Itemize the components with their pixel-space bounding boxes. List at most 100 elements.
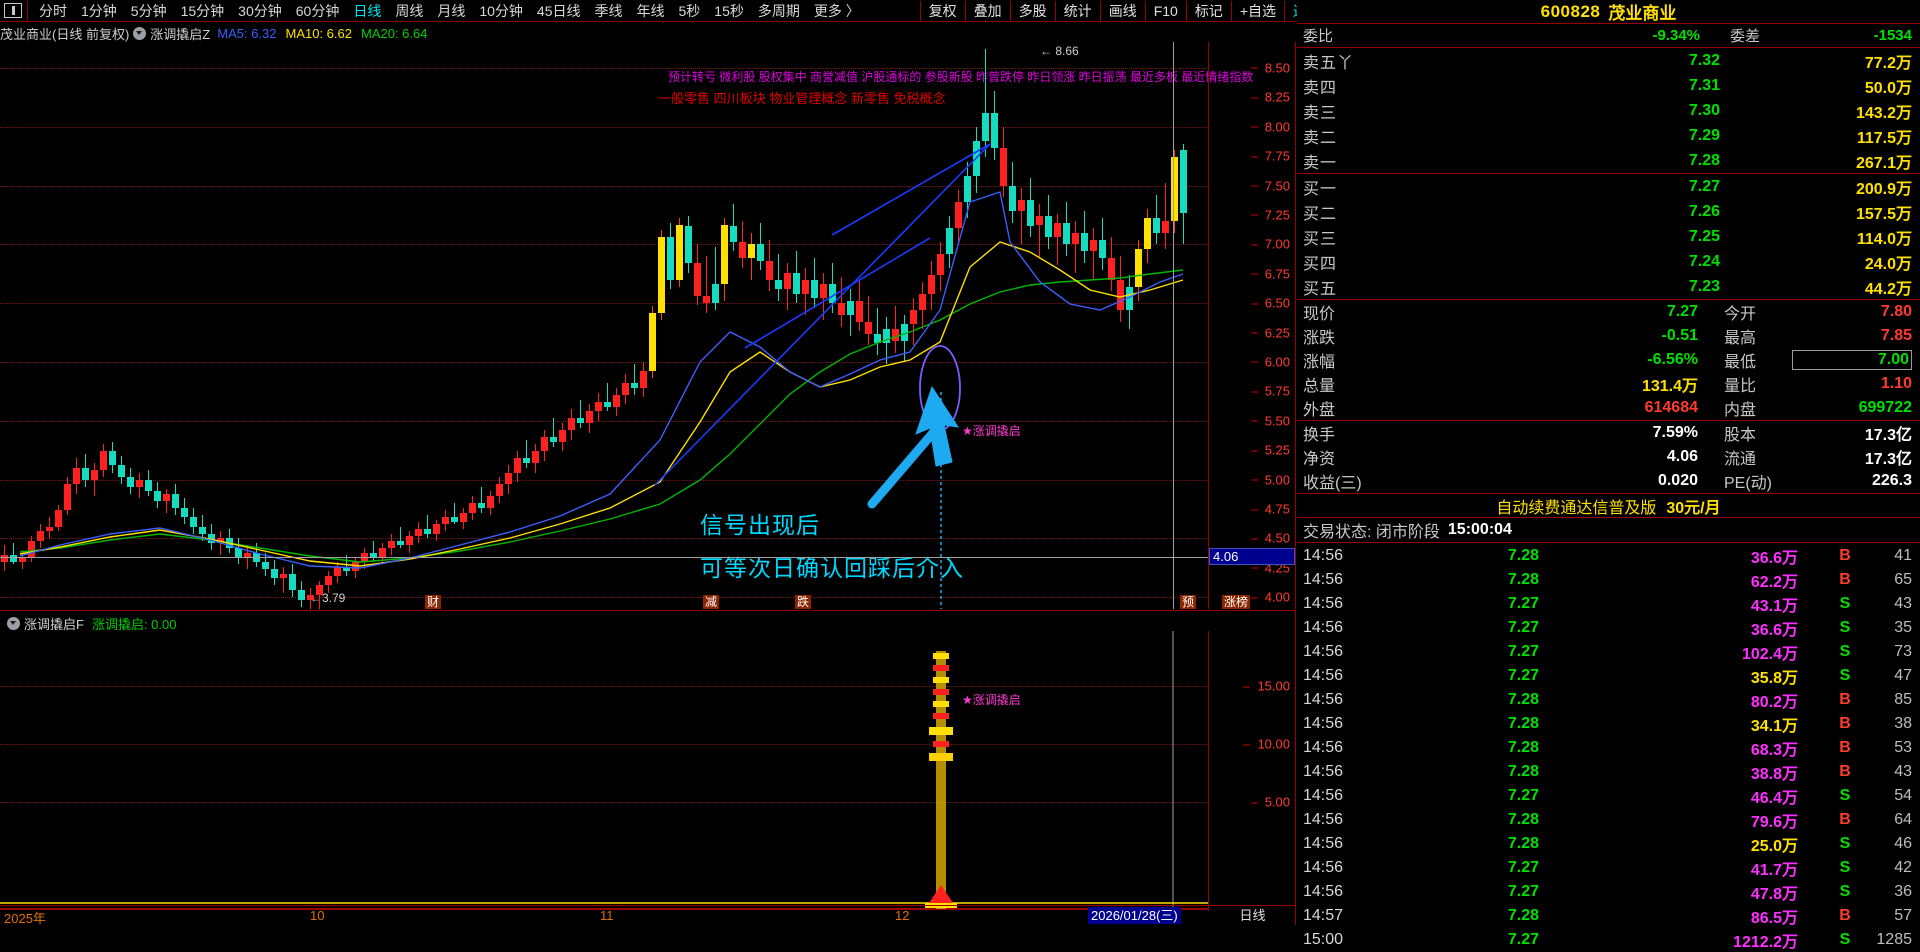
stock-name: 茂业商业	[1608, 4, 1677, 23]
toolbar-button-2[interactable]: 多股	[1011, 0, 1056, 22]
chart-indicator-name[interactable]: 涨调撬启Z	[150, 26, 211, 42]
period-tab-15[interactable]: 多周期	[757, 2, 800, 19]
panel-icon[interactable]	[4, 3, 22, 18]
period-tab-2[interactable]: 5分钟	[130, 2, 167, 19]
bid-row[interactable]: 买三 7.25 114.0万	[1297, 224, 1920, 249]
candle	[693, 244, 701, 306]
price-tick-16: 4.50	[1250, 531, 1290, 546]
toolbar-button-0[interactable]: 复权	[919, 0, 966, 22]
tick-row[interactable]: 14:56 7.27 46.4万 S 54	[1297, 784, 1920, 808]
level-volume: 77.2万	[1864, 54, 1912, 72]
candle	[972, 126, 980, 193]
period-tab-6[interactable]: 日线	[353, 2, 382, 19]
toolbar-button-4[interactable]: 画线	[1101, 0, 1146, 22]
tick-side: S	[1839, 643, 1851, 660]
toolbar-button-3[interactable]: 统计	[1056, 0, 1101, 22]
tick-row[interactable]: 14:56 7.28 25.0万 S 46	[1297, 832, 1920, 856]
ask-row[interactable]: 卖五丫 7.32 77.2万	[1297, 48, 1920, 73]
event-mark-3[interactable]: 预	[1180, 595, 1197, 609]
ask-row[interactable]: 卖四 7.31 50.0万	[1297, 73, 1920, 98]
period-tab-1[interactable]: 1分钟	[81, 2, 117, 19]
tick-row[interactable]: 14:56 7.27 41.7万 S 42	[1297, 856, 1920, 880]
candle	[1107, 237, 1115, 292]
candle	[99, 444, 107, 478]
period-tab-10[interactable]: 45日线	[536, 2, 581, 19]
candle	[819, 272, 827, 320]
bid-row[interactable]: 买四 7.24 24.0万	[1297, 249, 1920, 274]
indicator-sub-panel[interactable]: 涨调撬启F 涨调撬启: 0.00	[0, 610, 1296, 911]
period-tab-8[interactable]: 月线	[437, 2, 466, 19]
price-tick-14: 5.00	[1250, 472, 1290, 487]
toolbar-button-1[interactable]: 叠加	[966, 0, 1011, 22]
period-tab-12[interactable]: 年线	[636, 2, 665, 19]
price-chart-panel[interactable]: 一般零售 四川板块 物业管理概念 新零售 免税概念 预计转亏 微利股 股权集中 …	[0, 42, 1296, 609]
candle	[1116, 256, 1124, 322]
candle	[711, 246, 719, 311]
ask-row[interactable]: 卖三 7.30 143.2万	[1297, 98, 1920, 123]
period-tab-13[interactable]: 5秒	[678, 2, 701, 19]
period-tab-7[interactable]: 周线	[395, 2, 424, 19]
ask-row[interactable]: 卖二 7.29 117.5万	[1297, 123, 1920, 148]
tick-volume: 1212.2万	[1733, 934, 1798, 951]
promo-banner[interactable]: 自动续费通达信普及版 30元/月	[1297, 493, 1920, 518]
candle	[747, 232, 755, 280]
date-tick-3: 12	[895, 908, 910, 923]
tick-price: 7.27	[1507, 619, 1539, 636]
tick-row[interactable]: 14:56 7.27 35.8万 S 47	[1297, 664, 1920, 688]
period-tab-9[interactable]: 10分钟	[479, 2, 523, 19]
tick-row[interactable]: 14:56 7.28 79.6万 B 64	[1297, 808, 1920, 832]
toolbar-button-5[interactable]: F10	[1146, 0, 1187, 22]
tick-row[interactable]: 14:56 7.27 102.4万 S 73	[1297, 640, 1920, 664]
tick-row[interactable]: 14:56 7.27 43.1万 S 43	[1297, 592, 1920, 616]
candle	[198, 514, 206, 541]
tick-time: 15:00	[1303, 931, 1344, 948]
period-tab-0[interactable]: 分时	[39, 2, 67, 19]
tick-row[interactable]: 14:56 7.28 36.6万 B 41	[1297, 544, 1920, 568]
period-tab-16[interactable]: 更多 〉	[813, 2, 860, 19]
tick-row[interactable]: 14:56 7.28 68.3万 B 53	[1297, 736, 1920, 760]
candle	[225, 529, 233, 553]
event-mark-4[interactable]: 涨榜	[1222, 595, 1251, 609]
period-tab-4[interactable]: 30分钟	[238, 2, 282, 19]
stat-label-2: 今开	[1724, 306, 1757, 323]
event-mark-1[interactable]: 减	[703, 595, 720, 609]
candle	[414, 521, 422, 544]
candle	[162, 489, 170, 513]
period-tab-5[interactable]: 60分钟	[295, 2, 340, 19]
period-tab-3[interactable]: 15分钟	[180, 2, 225, 19]
candle	[324, 571, 332, 593]
sub-indicator-name[interactable]: 涨调撬启F	[24, 617, 84, 632]
tick-row[interactable]: 15:00 7.27 1212.2万 S 1285	[1297, 928, 1920, 952]
tick-row[interactable]: 14:56 7.27 36.6万 S 35	[1297, 616, 1920, 640]
tick-row[interactable]: 14:57 7.28 86.5万 B 57	[1297, 904, 1920, 928]
candle	[126, 467, 134, 494]
bid-row[interactable]: 买一 7.27 200.9万	[1297, 174, 1920, 199]
tick-row[interactable]: 14:56 7.27 47.8万 S 36	[1297, 880, 1920, 904]
tick-row[interactable]: 14:56 7.28 38.8万 B 43	[1297, 760, 1920, 784]
toolbar-button-7[interactable]: +自选	[1232, 0, 1285, 22]
tick-side: B	[1839, 763, 1851, 780]
candle	[513, 451, 521, 482]
event-mark-2[interactable]: 跌	[795, 595, 812, 609]
tick-price: 7.28	[1507, 739, 1539, 756]
tick-row[interactable]: 14:56 7.28 34.1万 B 38	[1297, 712, 1920, 736]
level-volume: 117.5万	[1856, 129, 1912, 147]
bid-row[interactable]: 买五 7.23 44.2万	[1297, 274, 1920, 299]
candle	[306, 587, 314, 609]
event-mark-0[interactable]: 财	[425, 595, 442, 609]
period-tab-14[interactable]: 15秒	[714, 2, 744, 19]
candle	[270, 559, 278, 586]
stat-value-2: 1.10	[1880, 375, 1912, 392]
period-tab-11[interactable]: 季线	[594, 2, 623, 19]
bid-row[interactable]: 买二 7.26 157.5万	[1297, 199, 1920, 224]
ask-row[interactable]: 卖一 7.28 267.1万	[1297, 148, 1920, 173]
toolbar-button-6[interactable]: 标记	[1187, 0, 1232, 22]
tick-row[interactable]: 14:56 7.28 62.2万 B 65	[1297, 568, 1920, 592]
tick-list[interactable]: 14:56 7.28 36.6万 B 41 14:56 7.28 62.2万 B 65 14:56 7…	[1297, 543, 1920, 952]
tick-price: 7.27	[1507, 883, 1539, 900]
tick-row[interactable]: 14:56 7.28 80.2万 B 85	[1297, 688, 1920, 712]
candle	[558, 423, 566, 452]
chevron-down-circle-icon[interactable]	[133, 26, 147, 40]
chevron-down-circle-icon[interactable]	[7, 617, 20, 630]
candle	[990, 91, 998, 160]
